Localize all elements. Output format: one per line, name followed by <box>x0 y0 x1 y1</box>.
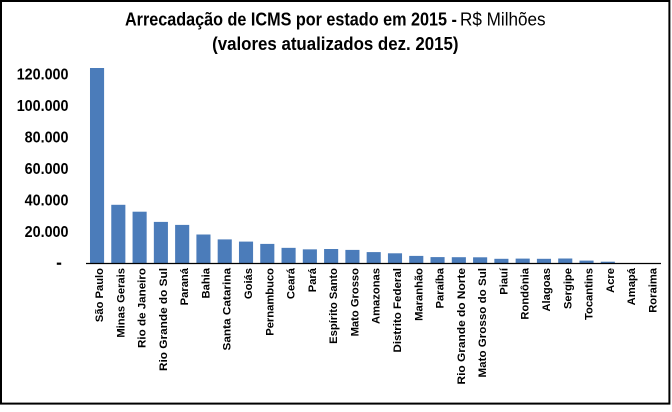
svg-text:60.000: 60.000 <box>25 160 69 178</box>
svg-text:Bahia: Bahia <box>200 267 212 298</box>
svg-text:Amapá: Amapá <box>626 267 638 305</box>
svg-text:Mato Grosso: Mato Grosso <box>349 268 361 337</box>
svg-text:Santa Catarina: Santa Catarina <box>222 267 234 350</box>
svg-text:Rio Grande do Norte: Rio Grande do Norte <box>456 268 468 385</box>
svg-text:40.000: 40.000 <box>25 192 69 210</box>
svg-text:Tocantins: Tocantins <box>584 268 596 320</box>
svg-text:Roraima: Roraima <box>647 267 659 313</box>
svg-text:Piauí: Piauí <box>498 267 510 295</box>
svg-text:Rio Grande do Sul: Rio Grande do Sul <box>158 268 170 371</box>
svg-text:Distrito Federal: Distrito Federal <box>392 268 404 353</box>
svg-text:Ceará: Ceará <box>286 267 298 299</box>
svg-text:Minas Gerais: Minas Gerais <box>115 268 127 338</box>
svg-text:100.000: 100.000 <box>17 97 69 115</box>
svg-text:Mato Grosso do Sul: Mato Grosso do Sul <box>477 268 489 378</box>
svg-text:Paraná: Paraná <box>179 267 191 305</box>
svg-text:80.000: 80.000 <box>25 129 69 147</box>
svg-text:Acre: Acre <box>605 268 617 293</box>
svg-text:Sergipe: Sergipe <box>562 268 574 309</box>
svg-text:Maranhão: Maranhão <box>413 268 425 321</box>
svg-text:R$ Milhões: R$ Milhões <box>460 9 546 30</box>
svg-text:São Paulo: São Paulo <box>94 268 106 322</box>
svg-text:(valores atualizados dez. 2015: (valores atualizados dez. 2015) <box>212 33 458 54</box>
svg-text:Paraíba: Paraíba <box>435 267 447 308</box>
svg-text:20.000: 20.000 <box>25 223 69 241</box>
svg-text:120.000: 120.000 <box>17 66 69 84</box>
svg-text:Pará: Pará <box>307 267 319 292</box>
svg-text:Alagoas: Alagoas <box>541 268 553 312</box>
svg-text:Rondônia: Rondônia <box>520 267 532 319</box>
svg-text:Pernambuco: Pernambuco <box>264 268 276 336</box>
svg-text:Espírito Santo: Espírito Santo <box>328 268 340 344</box>
svg-text:Arrecadação de ICMS por estado: Arrecadação de ICMS por estado em 2015 - <box>125 8 457 29</box>
svg-text:Amazonas: Amazonas <box>371 268 383 324</box>
svg-text:Goiás: Goiás <box>243 268 255 299</box>
svg-text:Rio de Janeiro: Rio de Janeiro <box>137 268 149 348</box>
